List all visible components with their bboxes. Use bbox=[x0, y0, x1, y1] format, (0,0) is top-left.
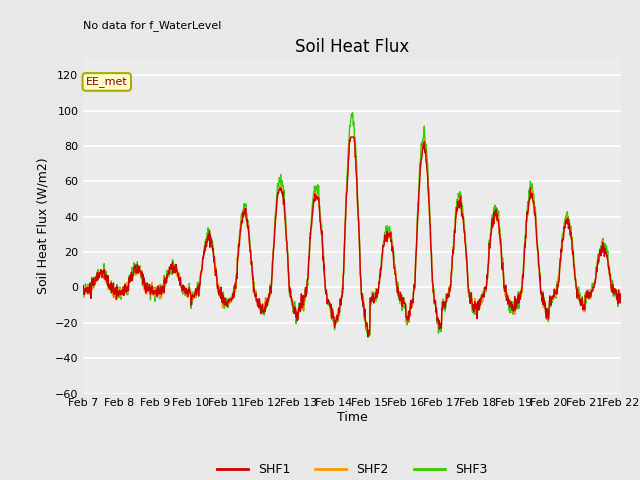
Y-axis label: Soil Heat Flux (W/m2): Soil Heat Flux (W/m2) bbox=[36, 157, 49, 294]
Legend: SHF1, SHF2, SHF3: SHF1, SHF2, SHF3 bbox=[212, 458, 492, 480]
Title: Soil Heat Flux: Soil Heat Flux bbox=[295, 38, 409, 56]
X-axis label: Time: Time bbox=[337, 411, 367, 424]
Text: No data for f_WaterLevel: No data for f_WaterLevel bbox=[83, 20, 221, 31]
Text: EE_met: EE_met bbox=[86, 76, 127, 87]
